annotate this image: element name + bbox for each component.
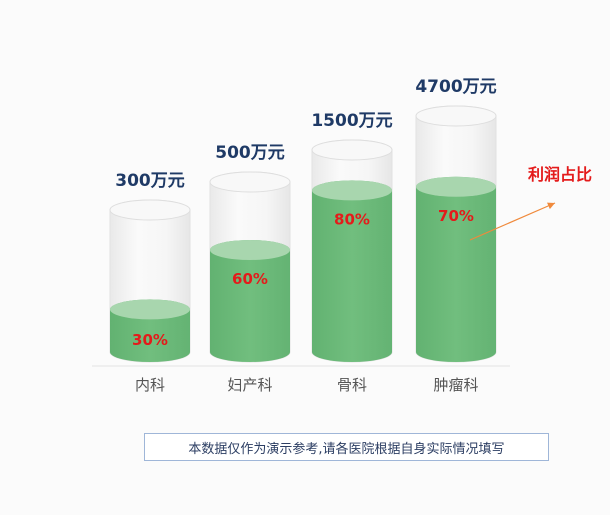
- percent-label: 70%: [438, 207, 474, 225]
- percent-label: 80%: [334, 210, 370, 228]
- cylinder-fill-top: [110, 299, 190, 320]
- cylinder-glass-top: [209, 171, 291, 193]
- cylinder-fill-bar: [312, 180, 392, 362]
- annotation-arrow: [469, 202, 556, 241]
- cylinder-fill-bar: [416, 176, 496, 362]
- cylinder-fill-bar: [210, 240, 290, 362]
- cylinder-glass-top: [415, 105, 497, 127]
- cylinder-fill-top: [210, 240, 290, 260]
- category-label: 内科: [135, 376, 165, 394]
- total-value-label: 500万元: [215, 143, 285, 163]
- cylinder-fill-top: [312, 180, 392, 201]
- cylinder-glass-top: [311, 139, 393, 161]
- category-label: 妇产科: [227, 376, 272, 394]
- total-value-label: 4700万元: [415, 77, 496, 97]
- annotation-label: 利润占比: [528, 165, 592, 184]
- disclaimer-text: 本数据仅作为演示参考,请各医院根据自身实际情况填写: [188, 441, 505, 457]
- total-value-label: 300万元: [115, 171, 185, 191]
- total-value-label: 1500万元: [311, 111, 392, 131]
- cylinder-glass-top: [109, 199, 191, 221]
- category-label: 骨科: [337, 376, 367, 394]
- percent-label: 30%: [132, 331, 168, 349]
- disclaimer-note: 本数据仅作为演示参考,请各医院根据自身实际情况填写: [144, 433, 549, 461]
- cylinder-fill-top: [416, 176, 496, 197]
- category-label: 肿瘤科: [433, 376, 478, 394]
- percent-label: 60%: [232, 270, 268, 288]
